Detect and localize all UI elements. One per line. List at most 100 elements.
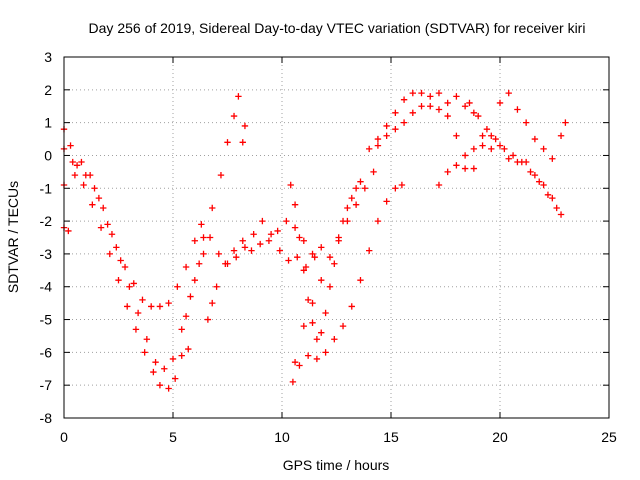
data-point — [374, 217, 382, 225]
data-point — [496, 99, 504, 107]
data-point — [257, 240, 264, 248]
data-point — [352, 185, 360, 192]
data-point — [294, 253, 301, 261]
data-point — [461, 152, 469, 159]
data-point — [309, 299, 316, 307]
data-point — [501, 145, 508, 153]
y-tick-label: 3 — [44, 49, 52, 65]
data-point — [248, 247, 255, 254]
data-point — [241, 244, 249, 251]
data-point — [435, 89, 443, 97]
data-point — [427, 103, 434, 110]
data-point — [470, 165, 478, 172]
data-point — [553, 204, 560, 212]
data-point — [461, 103, 469, 110]
data-point — [169, 355, 177, 363]
data-point — [296, 362, 303, 369]
data-point — [97, 224, 105, 231]
data-point — [531, 135, 539, 143]
x-axis-label: GPS time / hours — [283, 457, 390, 473]
data-point — [241, 122, 249, 130]
data-point — [398, 181, 406, 189]
data-point — [557, 132, 565, 139]
data-point — [259, 217, 266, 225]
data-point — [130, 280, 137, 287]
data-point — [224, 260, 231, 267]
data-point — [230, 112, 238, 120]
data-point — [291, 224, 299, 231]
data-point — [318, 329, 325, 336]
y-axis-label: SDTVAR / TECUs — [5, 181, 21, 293]
data-point — [217, 171, 225, 179]
data-point — [418, 103, 425, 110]
x-tick-label: 20 — [492, 429, 508, 445]
data-point — [104, 221, 111, 228]
plot-frame — [63, 56, 610, 419]
data-point — [348, 194, 355, 202]
data-point — [274, 227, 281, 235]
data-point — [100, 204, 107, 212]
data-point — [235, 93, 242, 100]
data-point — [206, 234, 214, 241]
data-point — [444, 99, 451, 107]
data-point — [276, 247, 284, 254]
data-point — [174, 283, 181, 290]
data-point — [302, 263, 310, 271]
data-point — [165, 385, 172, 392]
data-point — [470, 145, 478, 153]
data-point — [418, 89, 425, 97]
data-point — [132, 326, 140, 333]
y-tick-label: -8 — [40, 410, 53, 426]
grid-lines — [64, 57, 609, 418]
data-point — [427, 93, 434, 100]
data-point — [152, 359, 159, 366]
data-point — [265, 237, 273, 244]
data-point — [562, 119, 569, 126]
data-point — [479, 142, 486, 149]
data-point — [239, 237, 246, 244]
data-point — [106, 250, 113, 258]
data-point — [156, 381, 164, 389]
data-point — [488, 145, 495, 153]
data-point — [475, 112, 482, 120]
data-point — [289, 378, 297, 386]
data-point — [291, 359, 299, 366]
data-point — [496, 142, 504, 149]
data-point — [287, 181, 294, 189]
x-tick-labels: 0 5 10 15 20 25 — [60, 429, 617, 445]
data-point — [326, 283, 334, 290]
data-point — [357, 178, 364, 185]
data-point — [392, 185, 399, 192]
data-point — [348, 303, 355, 310]
data-point — [134, 309, 142, 317]
data-point — [71, 171, 79, 179]
data-point — [80, 181, 87, 189]
data-point — [392, 126, 399, 133]
data-point — [171, 375, 179, 382]
data-point — [505, 155, 512, 162]
chart-title: Day 256 of 2019, Sidereal Day-to-day VTE… — [89, 20, 586, 36]
data-point — [113, 244, 120, 251]
y-tick-labels: -8 -7 -6 -5 -4 -3 -2 -1 0 1 2 3 — [40, 49, 53, 426]
data-point — [117, 257, 124, 264]
data-point — [549, 194, 556, 202]
data-point — [213, 283, 220, 290]
data-point — [313, 355, 321, 363]
data-point — [209, 299, 216, 307]
data-point — [557, 211, 565, 218]
data-point — [187, 293, 194, 300]
series-track-f — [206, 217, 318, 271]
x-tick-label: 15 — [383, 429, 399, 445]
data-point — [466, 99, 473, 107]
series-track-h — [289, 181, 406, 386]
data-point — [444, 112, 451, 120]
data-point — [161, 365, 168, 372]
data-point — [383, 198, 390, 205]
x-tick-label: 0 — [60, 429, 68, 445]
data-point — [198, 221, 205, 228]
data-point — [141, 349, 148, 356]
data-point — [453, 162, 460, 169]
data-point — [267, 231, 275, 238]
data-point — [250, 231, 257, 238]
y-tick-label: -4 — [40, 279, 53, 295]
